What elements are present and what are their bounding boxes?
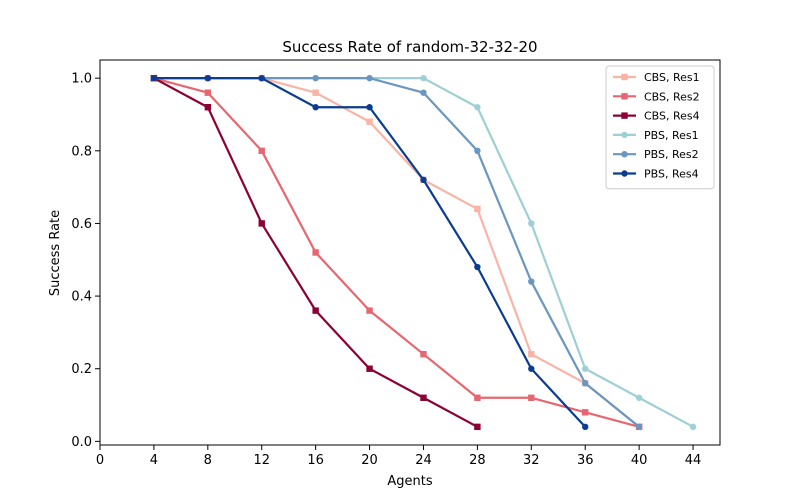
data-point xyxy=(635,394,643,401)
x-tick-label: 32 xyxy=(523,453,540,468)
y-tick-label: 1.0 xyxy=(71,72,92,87)
y-axis-label: Success Rate xyxy=(48,210,63,296)
x-tick-label: 4 xyxy=(150,453,158,468)
x-tick-label: 40 xyxy=(631,453,648,468)
data-point xyxy=(420,350,427,358)
x-tick-label: 28 xyxy=(469,453,486,468)
x-tick-label: 24 xyxy=(415,453,432,468)
data-point xyxy=(366,365,373,372)
data-point xyxy=(420,74,427,82)
data-point xyxy=(366,104,373,111)
legend-label: CBS, Res2 xyxy=(644,90,700,103)
data-point xyxy=(528,365,535,372)
y-tick-label: 0.2 xyxy=(71,362,92,377)
data-point xyxy=(474,205,481,213)
data-point xyxy=(582,409,589,416)
data-point xyxy=(635,423,643,431)
data-point xyxy=(366,307,373,314)
data-point xyxy=(528,394,535,401)
x-tick-label: 16 xyxy=(307,453,324,468)
data-point xyxy=(312,74,319,82)
data-point xyxy=(420,89,427,96)
data-point xyxy=(258,220,265,227)
data-point xyxy=(474,423,481,431)
y-tick-label: 0.6 xyxy=(71,217,92,232)
data-point xyxy=(420,394,427,401)
data-point xyxy=(312,104,319,111)
data-point xyxy=(582,365,589,372)
data-point xyxy=(258,74,265,82)
data-point xyxy=(312,89,319,96)
data-point xyxy=(312,307,319,314)
y-tick-label: 0.8 xyxy=(71,144,92,159)
legend-marker xyxy=(621,170,628,177)
x-tick-label: 44 xyxy=(685,453,702,468)
x-axis-label: Agents xyxy=(387,474,432,489)
legend-label: PBS, Res2 xyxy=(644,148,699,161)
data-point xyxy=(689,423,697,431)
data-point xyxy=(258,147,265,155)
x-tick-label: 8 xyxy=(204,453,212,468)
legend-label: CBS, Res4 xyxy=(644,110,700,123)
data-point xyxy=(528,350,535,358)
data-point xyxy=(366,118,373,125)
x-tick-label: 20 xyxy=(361,453,378,468)
series-line xyxy=(153,77,640,428)
legend: CBS, Res1 CBS, Res2 CBS, Res4 PBS, Res1 PBS,… xyxy=(605,65,715,190)
data-point xyxy=(582,380,589,387)
data-point xyxy=(474,104,481,111)
plot-area: 0 4 8 12 16 20 24 28 32 36 40 44 0.0 0.2 0.4 0.6 0.8 1.0 xyxy=(71,59,721,468)
legend-label: PBS, Res1 xyxy=(644,129,699,142)
data-point xyxy=(528,220,535,227)
data-point xyxy=(474,147,481,155)
legend-marker xyxy=(621,112,628,119)
chart-title: Success Rate of random-32-32-20 xyxy=(282,38,537,56)
data-point xyxy=(420,176,427,184)
legend-marker xyxy=(621,73,628,81)
data-point xyxy=(312,249,319,256)
legend-label: PBS, Res4 xyxy=(644,168,699,181)
data-point xyxy=(366,74,373,82)
legend-marker xyxy=(621,131,628,139)
data-point xyxy=(474,263,481,271)
data-point xyxy=(204,89,212,96)
data-point xyxy=(150,74,158,82)
data-point xyxy=(582,423,589,431)
x-tick-label: 0 xyxy=(96,453,104,468)
data-point xyxy=(204,74,212,82)
legend-label: CBS, Res1 xyxy=(644,71,700,84)
series-line xyxy=(153,77,640,428)
x-tick-label: 12 xyxy=(253,453,270,468)
data-point xyxy=(528,278,535,285)
data-point xyxy=(474,394,481,401)
y-tick-label: 0.0 xyxy=(71,435,92,450)
x-tick-label: 36 xyxy=(577,453,594,468)
series-line xyxy=(153,77,640,428)
y-tick-label: 0.4 xyxy=(71,290,92,305)
legend-marker xyxy=(621,93,628,100)
data-point xyxy=(204,104,212,111)
legend-marker xyxy=(621,151,628,158)
plot-frame xyxy=(99,59,721,446)
